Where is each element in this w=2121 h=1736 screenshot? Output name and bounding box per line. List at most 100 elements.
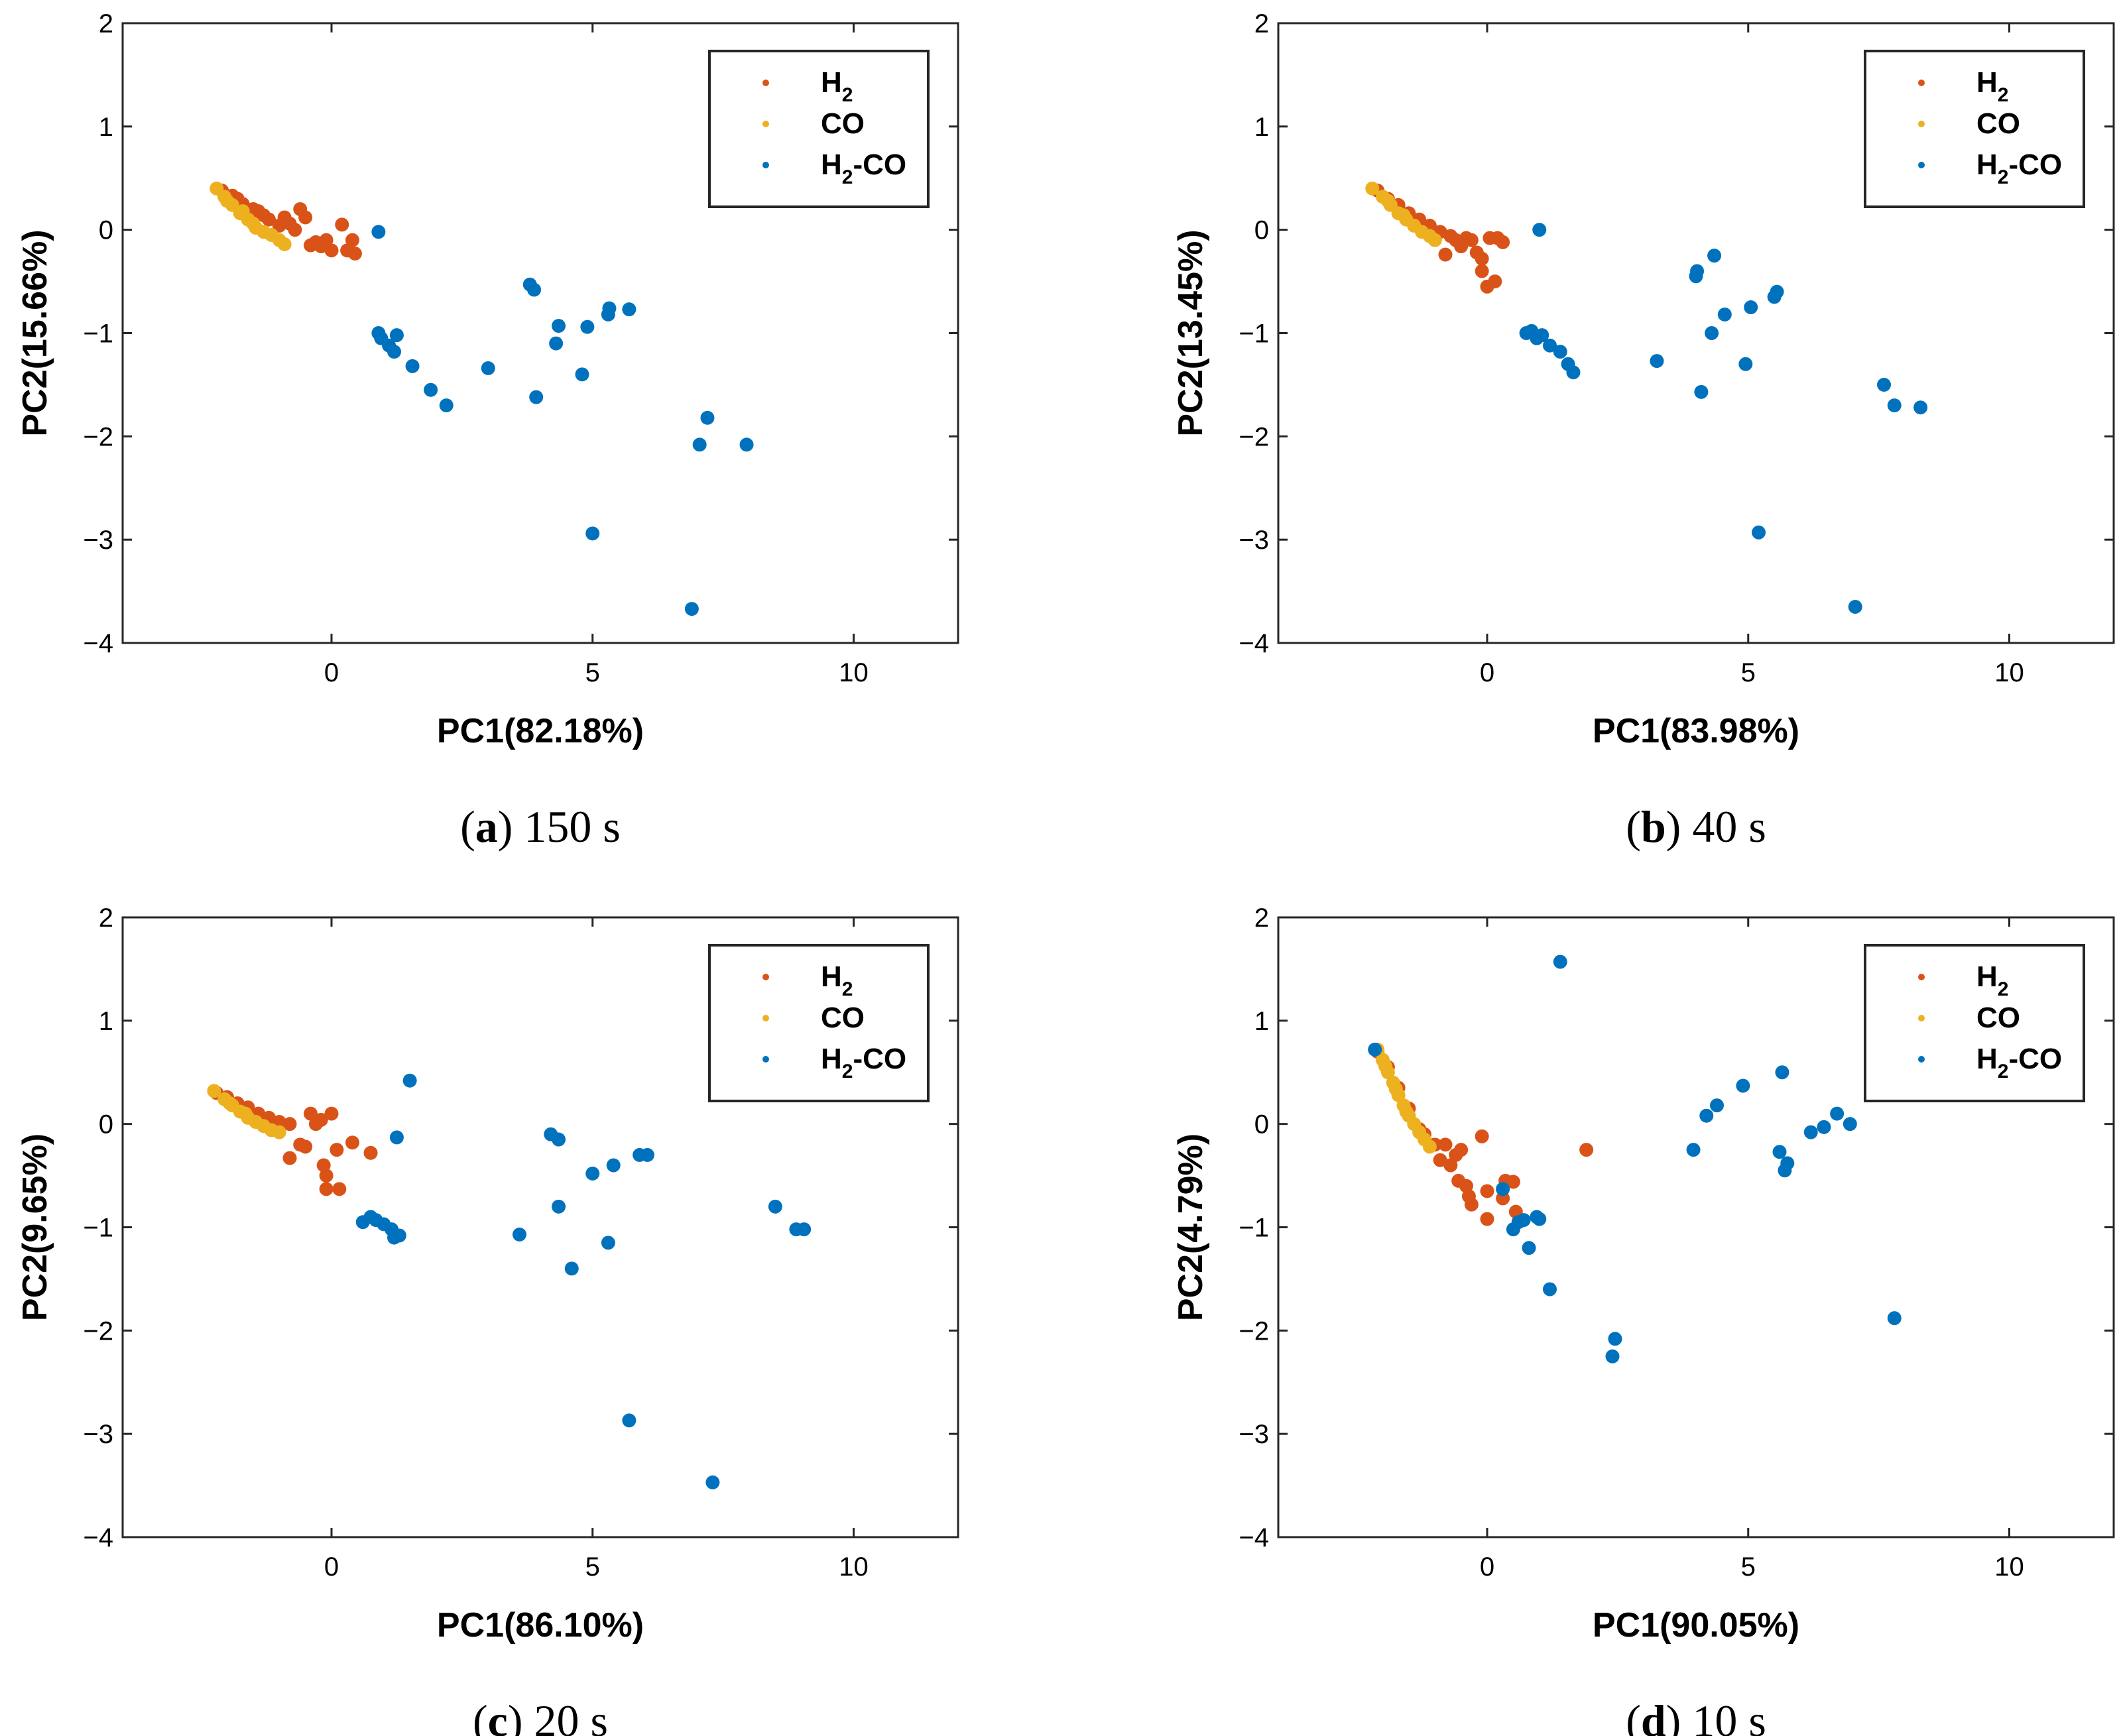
data-point-h2	[332, 1182, 347, 1196]
data-point-h2co	[1543, 338, 1557, 353]
y-tick-label: 2	[1254, 903, 1269, 933]
x-tick-label: 10	[1994, 1552, 2024, 1582]
y-tick-label: 0	[99, 1110, 113, 1139]
y-axis-label: PC2(15.66%)	[16, 229, 54, 436]
y-tick-label: −1	[1239, 1214, 1269, 1243]
data-point-h2co	[1496, 1182, 1510, 1196]
data-point-h2	[1480, 1184, 1494, 1198]
data-point-h2co	[1848, 599, 1862, 614]
data-point-h2	[319, 1169, 333, 1183]
legend-marker-co	[1918, 121, 1925, 127]
data-point-h2co	[1843, 1117, 1857, 1131]
data-point-h2	[324, 243, 339, 258]
x-tick-label: 0	[324, 1552, 339, 1582]
legend-label-h2co: H2-CO	[821, 1043, 906, 1082]
y-tick-label: −2	[83, 1316, 113, 1346]
legend-marker-h2	[762, 974, 769, 980]
data-point-h2	[262, 212, 276, 227]
data-point-h2co	[481, 361, 495, 375]
data-point-h2	[363, 1145, 378, 1160]
legend-label-co: CO	[1976, 107, 2020, 140]
data-point-h2co	[1738, 357, 1753, 371]
data-point-h2co	[580, 319, 595, 334]
data-point-h2co	[1566, 365, 1581, 380]
data-point-h2	[314, 1112, 328, 1127]
legend-box	[1864, 50, 2085, 208]
legend-box	[708, 50, 930, 208]
data-point-h2co	[529, 390, 544, 404]
data-point-h2	[1475, 264, 1489, 278]
x-tick-label: 0	[1480, 1552, 1494, 1582]
data-point-co	[238, 1106, 253, 1121]
data-point-h2co	[601, 1236, 615, 1250]
y-tick-label: −1	[1239, 319, 1269, 349]
data-point-h2co	[602, 301, 617, 316]
y-tick-label: −2	[1239, 1316, 1269, 1346]
data-point-co	[1388, 1082, 1403, 1096]
data-point-h2co	[1707, 249, 1722, 263]
data-point-co	[1378, 1059, 1392, 1073]
y-tick-label: 0	[99, 216, 113, 245]
data-point-h2co	[640, 1147, 654, 1162]
data-point-h2co	[1522, 1241, 1536, 1255]
data-point-h2	[298, 210, 313, 225]
y-tick-label: −3	[83, 526, 113, 555]
data-point-h2	[319, 1182, 333, 1196]
data-point-h2co	[1775, 1065, 1789, 1080]
data-point-h2co	[371, 225, 386, 239]
data-point-h2co	[389, 1130, 404, 1145]
data-point-h2	[298, 1139, 313, 1154]
data-point-h2co	[1913, 400, 1928, 415]
data-point-h2co	[739, 437, 754, 452]
data-point-h2co	[575, 367, 589, 382]
data-point-h2co	[1736, 1078, 1750, 1093]
data-point-co	[1365, 181, 1380, 196]
data-point-co	[1399, 1104, 1414, 1119]
y-tick-label: −4	[83, 629, 113, 658]
data-point-h2co	[439, 398, 454, 413]
data-point-h2co	[1553, 955, 1567, 969]
legend-label-co: CO	[821, 107, 865, 140]
data-point-h2co	[1717, 307, 1732, 321]
panel-caption: (b) 40 s	[1626, 801, 1766, 852]
data-point-h2co	[622, 1413, 636, 1428]
data-point-h2co	[1877, 377, 1891, 392]
y-tick-label: −3	[1239, 1420, 1269, 1449]
y-tick-label: 2	[99, 9, 113, 38]
y-tick-label: −3	[1239, 526, 1269, 555]
data-point-h2co	[1770, 284, 1784, 299]
data-point-co	[1427, 233, 1442, 247]
data-point-h2co	[797, 1222, 812, 1237]
y-tick-label: 0	[1254, 216, 1269, 245]
x-axis-label: PC1(90.05%)	[1593, 1606, 1799, 1645]
legend-label-h2co: H2-CO	[1976, 1043, 2062, 1082]
y-axis-label: PC2(13.45%)	[1172, 229, 1210, 436]
data-point-co	[222, 1096, 237, 1110]
chart-panel-b: 210−1−2−3−40 5 10PC1(83.98%)PC2(13.45%)H2C…	[1172, 9, 2115, 852]
y-tick-label: −4	[83, 1523, 113, 1552]
data-point-h2co	[684, 602, 699, 616]
data-point-h2	[1443, 1158, 1458, 1173]
legend-marker-co	[762, 121, 769, 127]
data-point-h2co	[705, 1475, 720, 1489]
x-tick-label: 0	[324, 658, 339, 687]
legend-label-h2: H2	[1976, 66, 2008, 106]
data-point-h2	[319, 233, 333, 247]
x-tick-label: 5	[585, 658, 600, 687]
y-tick-label: 1	[1254, 1007, 1269, 1036]
data-point-h2co	[1543, 1282, 1557, 1297]
data-point-co	[1396, 208, 1411, 223]
legend-box	[708, 944, 930, 1102]
data-point-h2	[1464, 1197, 1479, 1212]
legend-label-co: CO	[821, 1002, 865, 1034]
data-point-h2co	[1699, 1108, 1714, 1123]
legend-marker-h2	[762, 80, 769, 86]
data-point-h2co	[1705, 326, 1719, 340]
data-point-h2co	[1887, 1311, 1902, 1326]
data-point-h2co	[392, 1228, 406, 1243]
data-point-h2	[1433, 1153, 1447, 1167]
y-axis-label: PC2(9.65%)	[16, 1133, 54, 1321]
data-point-h2co	[513, 1227, 526, 1242]
